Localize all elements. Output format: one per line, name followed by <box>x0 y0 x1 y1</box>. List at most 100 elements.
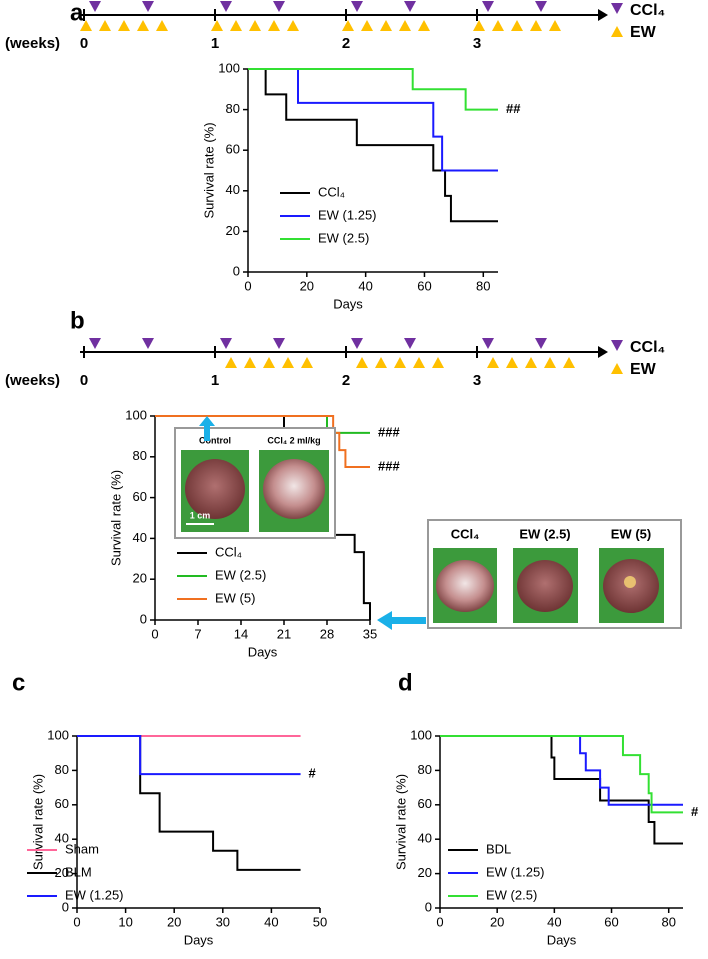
legend-label: EW (2.5) <box>215 567 266 582</box>
ew-dose <box>492 20 504 31</box>
week-label: 3 <box>473 372 481 389</box>
y-axis-label: Survival rate (%) <box>30 774 45 870</box>
ew-dose <box>375 357 387 368</box>
y-tick-label: 100 <box>410 727 432 742</box>
y-tick-label: 100 <box>125 407 147 422</box>
x-tick-label: 50 <box>313 914 327 929</box>
ew-dose <box>244 357 256 368</box>
ew-dose <box>473 20 485 31</box>
y-axis-label: Survival rate (%) <box>201 122 216 218</box>
ew-dose <box>99 20 111 31</box>
y-tick-label: 40 <box>418 831 432 846</box>
y-tick-label: 100 <box>218 60 240 75</box>
legend-marker <box>611 26 623 37</box>
significance-label: ### <box>378 458 400 473</box>
y-tick-label: 80 <box>55 762 69 777</box>
y-tick-label: 20 <box>418 865 432 880</box>
ew-dose <box>487 357 499 368</box>
legend-label: BLM <box>65 864 92 879</box>
x-tick-label: 30 <box>216 914 230 929</box>
legend-label: EW (1.25) <box>318 207 377 222</box>
x-tick-label: 28 <box>320 626 334 641</box>
legend-label: BDL <box>486 841 511 856</box>
photo-outcome: CCl₄ EW (2.5) EW (5) <box>427 519 682 629</box>
x-tick-label: 80 <box>661 914 675 929</box>
y-tick-label: 40 <box>226 182 240 197</box>
photo-label: EW (2.5) <box>519 526 570 541</box>
week-label: 2 <box>342 372 350 389</box>
x-tick-label: 40 <box>358 278 372 293</box>
ew-dose <box>399 20 411 31</box>
ew-dose <box>342 20 354 31</box>
legend-label: EW (2.5) <box>318 230 369 245</box>
significance-label: # <box>309 766 317 781</box>
y-tick-label: 0 <box>425 899 432 914</box>
x-tick-label: 21 <box>277 626 291 641</box>
legend-label: CCl₄ <box>215 544 242 559</box>
ccl4-dose <box>220 338 232 349</box>
y-tick-label: 0 <box>233 263 240 278</box>
legend-label: EW (2.5) <box>486 887 537 902</box>
scale-bar-label: 1 cm <box>190 510 211 520</box>
significance-label: ## <box>506 101 521 116</box>
ew-dose <box>80 20 92 31</box>
week-label: 0 <box>80 372 88 389</box>
ew-dose <box>137 20 149 31</box>
weeks-label: (weeks) <box>5 372 60 389</box>
ew-dose <box>263 357 275 368</box>
x-tick-label: 35 <box>363 626 377 641</box>
legend-label: CCl₄ <box>630 2 665 19</box>
x-axis-label: Days <box>248 644 278 659</box>
x-tick-label: 0 <box>151 626 158 641</box>
legend-marker <box>611 3 623 14</box>
x-tick-label: 0 <box>244 278 251 293</box>
ew-dose <box>563 357 575 368</box>
y-tick-label: 20 <box>55 865 69 880</box>
ccl4-dose <box>535 338 547 349</box>
week-label: 0 <box>80 35 88 52</box>
survival-line <box>248 68 498 111</box>
y-tick-label: 80 <box>133 448 147 463</box>
y-tick-label: 20 <box>133 571 147 586</box>
ew-dose <box>413 357 425 368</box>
ew-dose <box>544 357 556 368</box>
ew-dose <box>380 20 392 31</box>
legend-label: EW (1.25) <box>65 887 124 902</box>
significance-label: ### <box>378 424 400 439</box>
timeline-arrow <box>598 9 608 21</box>
survival-line <box>440 735 683 814</box>
ew-dose <box>282 357 294 368</box>
ccl4-dose <box>482 338 494 349</box>
y-tick-label: 0 <box>62 899 69 914</box>
ew-dose <box>418 20 430 31</box>
panel-label: c <box>12 669 25 696</box>
ew-dose <box>268 20 280 31</box>
ew-dose <box>530 20 542 31</box>
y-tick-label: 0 <box>140 611 147 626</box>
survival-line <box>77 735 301 776</box>
week-label: 1 <box>211 372 219 389</box>
survival-line <box>155 415 370 468</box>
week-label: 1 <box>211 35 219 52</box>
x-axis-label: Days <box>184 932 214 947</box>
ew-dose <box>549 20 561 31</box>
photo-label: CCl₄ <box>451 526 480 541</box>
ccl4-dose <box>142 1 154 12</box>
y-tick-label: 60 <box>133 489 147 504</box>
ccl4-dose <box>220 1 232 12</box>
y-tick-label: 60 <box>55 796 69 811</box>
x-tick-label: 60 <box>604 914 618 929</box>
legend-label: EW <box>630 361 657 378</box>
ew-dose <box>211 20 223 31</box>
survival-line <box>440 735 683 806</box>
survival-line <box>248 68 498 172</box>
arrows <box>199 416 426 630</box>
y-tick-label: 100 <box>47 727 69 742</box>
y-tick-label: 40 <box>55 831 69 846</box>
ccl4-dose <box>482 1 494 12</box>
ew-dose <box>287 20 299 31</box>
survival-line <box>77 735 301 871</box>
y-tick-label: 60 <box>418 796 432 811</box>
y-tick-label: 80 <box>226 101 240 116</box>
ew-dose <box>301 357 313 368</box>
